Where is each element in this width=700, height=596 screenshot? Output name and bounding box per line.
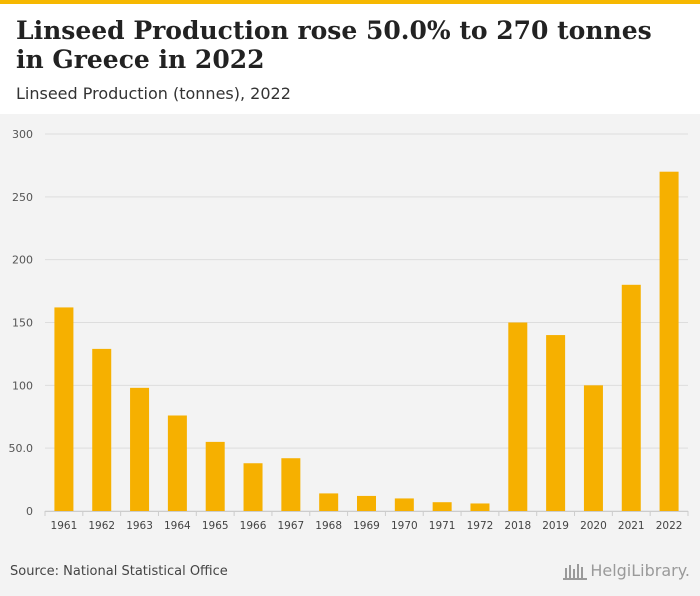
- y-tick-label: 50.0: [9, 442, 34, 455]
- bar: [583, 385, 603, 511]
- library-icon: [563, 563, 588, 580]
- bar: [394, 498, 414, 511]
- x-tick-label: 1964: [164, 520, 191, 532]
- chart-title: Linseed Production rose 50.0% to 270 ton…: [16, 16, 652, 74]
- bar: [205, 441, 225, 511]
- bar: [243, 463, 263, 511]
- top-accent-bar: [0, 0, 700, 4]
- bar: [659, 171, 679, 511]
- x-tick-label: 2018: [504, 520, 531, 532]
- bar: [357, 495, 376, 511]
- bar: [621, 284, 641, 511]
- x-tick-label: 1968: [315, 520, 342, 532]
- y-tick-label: 200: [12, 254, 33, 267]
- y-tick-label: 300: [12, 128, 33, 141]
- x-tick-label: 1970: [391, 520, 418, 532]
- bar: [470, 503, 490, 511]
- y-tick-label: 0: [26, 505, 33, 518]
- x-tick-label: 1969: [353, 520, 380, 532]
- bar: [319, 493, 339, 511]
- chart-area: [0, 114, 700, 596]
- bar: [130, 387, 150, 511]
- x-tick-label: 2021: [618, 520, 645, 532]
- source-note: Source: National Statistical Office: [10, 564, 228, 579]
- bar: [546, 335, 566, 511]
- x-tick-label: 1971: [429, 520, 456, 532]
- bar: [92, 348, 112, 511]
- helgilibrary-logo: HelgiLibrary.: [563, 561, 690, 580]
- x-tick-label: 1967: [277, 520, 304, 532]
- x-tick-label: 1962: [88, 520, 115, 532]
- bar: [54, 307, 74, 511]
- chart-subtitle: Linseed Production (tonnes), 2022: [16, 84, 291, 103]
- x-tick-label: 1966: [240, 520, 267, 532]
- bar: [508, 322, 528, 511]
- x-tick-label: 1963: [126, 520, 153, 532]
- x-tick-label: 1961: [51, 520, 78, 532]
- bar: [281, 458, 301, 511]
- chart-header: Linseed Production rose 50.0% to 270 ton…: [0, 4, 700, 114]
- bar-chart: 0 50.0 100 150 200 250 300 1961 1962 1963 1964 1965…: [9, 128, 689, 532]
- x-tick-label: 2019: [542, 520, 569, 532]
- x-tick-label: 2022: [656, 520, 683, 532]
- y-tick-label: 250: [12, 191, 33, 204]
- bar: [432, 502, 452, 511]
- bar: [167, 415, 187, 511]
- logo-text: HelgiLibrary.: [590, 561, 690, 580]
- x-tick-label: 2020: [580, 520, 607, 532]
- x-tick-label: 1965: [202, 520, 229, 532]
- x-tick-label: 1972: [467, 520, 494, 532]
- y-tick-label: 150: [12, 317, 33, 330]
- y-tick-label: 100: [12, 379, 33, 392]
